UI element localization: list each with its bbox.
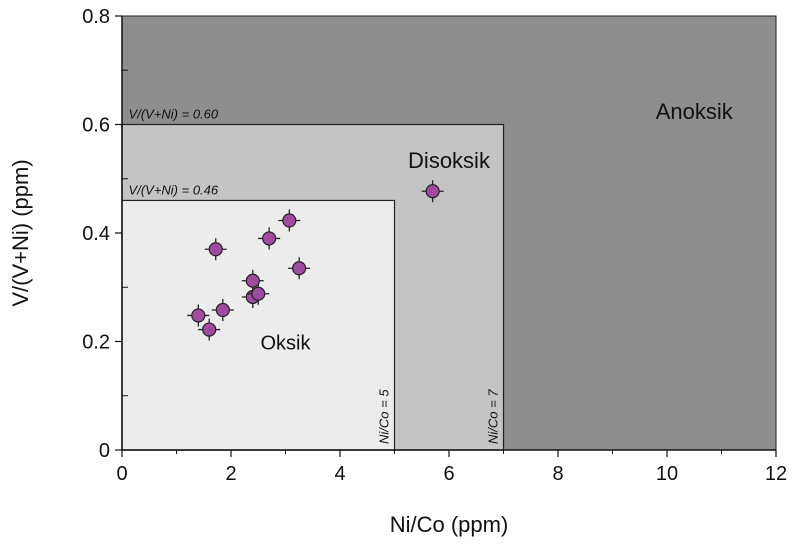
x-tick-label: 0 [116,463,127,485]
ticks: 0 2 4 6 8 10 12 0 0.2 0.4 0.6 0.8 [82,6,787,485]
x-tick-label: 12 [765,463,787,485]
data-point [288,257,311,280]
y-tick-label: 0.4 [82,223,110,245]
threshold-label-nico5: Ni/Co = 5 [377,389,392,444]
data-point [421,180,444,203]
data-point [241,269,264,292]
region-label-anoksik: Anoksik [656,99,734,124]
point-marker [292,261,307,276]
point-marker [215,302,230,318]
data-point [198,318,221,341]
plot-area [121,15,777,451]
x-tick-label: 8 [552,463,563,485]
x-axis-title: Ni/Co (ppm) [390,512,509,537]
data-point [204,238,227,261]
y-tick-label: 0.8 [82,6,110,28]
data-point [258,227,281,250]
x-tick-label: 6 [443,463,454,485]
x-tick-label: 10 [656,463,678,485]
point-marker [282,213,297,228]
point-marker [251,286,266,301]
point-marker [245,273,260,288]
threshold-label-v060: V/(V+Ni) = 0.60 [129,107,219,122]
y-tick-label: 0.2 [82,332,110,354]
data-point [278,209,301,232]
point-marker [191,308,206,323]
region-label-oksik: Oksik [261,333,312,355]
region-label-disoksik: Disoksik [408,148,491,173]
y-tick-label: 0 [99,440,110,462]
threshold-label-v046: V/(V+Ni) = 0.46 [129,182,219,197]
y-tick-label: 0.6 [82,115,110,137]
data-point [247,282,270,305]
data-points [187,180,444,341]
y-axis-title: V/(V+Ni) (ppm) [8,159,33,306]
data-point [187,304,210,327]
point-marker [208,242,223,257]
point-marker [202,322,217,337]
x-tick-label: 2 [225,463,236,485]
x-tick-label: 4 [334,463,345,485]
point-marker [425,184,440,199]
data-point [211,299,234,322]
region-oksik [121,199,396,451]
threshold-label-nico7: Ni/Co = 7 [486,389,501,444]
point-marker [262,231,277,246]
